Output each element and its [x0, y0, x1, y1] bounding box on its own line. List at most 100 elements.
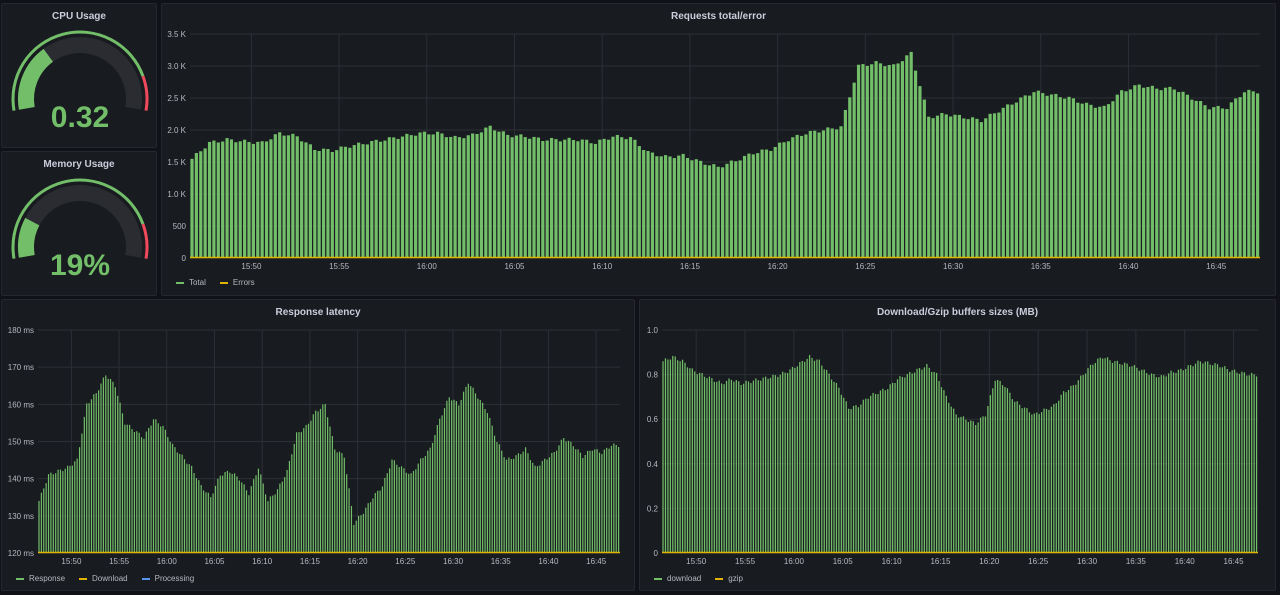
requests-x-tick: 16:05: [504, 262, 525, 271]
requests-panel[interactable]: Requests total/error 0 500 1.0 K 1.5 K 2.0 K…: [161, 3, 1276, 296]
requests-bar: [799, 135, 804, 258]
buffers-bar: [1084, 373, 1087, 553]
buffers-bar: [821, 365, 823, 553]
latency-bar: [102, 377, 104, 553]
buffers-x-tick: 15:55: [735, 557, 756, 566]
latency-bar: [467, 383, 469, 553]
latency-bar: [365, 507, 367, 553]
requests-legend-total[interactable]: Total: [176, 278, 206, 287]
buffers-bar: [1131, 366, 1133, 553]
buffers-bar: [984, 416, 987, 553]
latency-bar: [248, 495, 250, 553]
buffers-bar: [708, 376, 711, 553]
latency-bar: [112, 381, 114, 553]
latency-bar: [140, 437, 143, 553]
buffers-bar: [867, 398, 869, 553]
requests-bar: [321, 148, 326, 258]
buffers-legend-download[interactable]: download: [654, 574, 701, 583]
requests-bar: [856, 64, 861, 258]
requests-bar: [1216, 105, 1220, 259]
latency-bar: [386, 473, 388, 553]
memory-gauge-value: 19%: [50, 249, 110, 282]
requests-bar: [760, 149, 764, 258]
latency-bar: [286, 469, 288, 553]
cpu-gauge: 0.32: [11, 30, 149, 134]
requests-bar: [444, 137, 448, 258]
requests-bar: [624, 139, 628, 258]
latency-bar: [484, 409, 486, 553]
buffers-bar: [906, 373, 908, 553]
requests-bar: [567, 137, 571, 258]
buffers-bar: [1004, 386, 1006, 553]
latency-bar: [431, 442, 434, 553]
latency-bar: [346, 474, 348, 553]
latency-bar: [582, 458, 584, 553]
latency-bar: [503, 457, 505, 553]
latency-bar: [276, 489, 279, 553]
latency-bar: [353, 525, 355, 553]
buffers-bar: [1221, 367, 1224, 553]
latency-legend-download[interactable]: Download: [79, 574, 128, 583]
latency-bar: [565, 441, 567, 553]
latency-bar: [486, 413, 489, 553]
latency-y-tick: 160 ms: [8, 400, 34, 409]
buffers-bar: [760, 380, 762, 553]
buffers-bar: [843, 397, 845, 553]
latency-bar: [529, 460, 531, 553]
latency-legend-response[interactable]: Response: [16, 574, 65, 583]
buffers-legend-gzip[interactable]: gzip: [715, 574, 743, 583]
buffers-bar: [838, 387, 840, 553]
latency-bar: [555, 450, 558, 553]
buffers-bar: [808, 354, 811, 553]
buffers-panel[interactable]: Download/Gzip buffers sizes (MB) 0 0.2 0.4…: [639, 299, 1276, 591]
requests-bar: [918, 86, 922, 258]
requests-bar: [339, 146, 343, 258]
buffers-bar: [1255, 376, 1258, 553]
latency-legend-processing[interactable]: Processing: [141, 574, 194, 583]
requests-bar: [589, 143, 593, 258]
buffers-bar: [728, 378, 730, 553]
latency-bar: [152, 419, 155, 553]
requests-bar: [931, 118, 935, 258]
requests-bar: [821, 130, 826, 258]
requests-bar: [313, 150, 317, 258]
latency-bar: [253, 479, 255, 553]
requests-legend-errors[interactable]: Errors: [219, 278, 255, 287]
latency-bar: [121, 413, 124, 553]
latency-bar: [615, 444, 617, 553]
requests-bar: [593, 143, 598, 258]
requests-y-tick: 2.5 K: [167, 94, 186, 103]
buffers-bar: [703, 376, 706, 553]
requests-bar: [1185, 94, 1190, 259]
buffers-bar: [1163, 375, 1165, 553]
latency-bar: [293, 443, 295, 553]
requests-bar: [795, 134, 799, 258]
latency-bar: [398, 467, 400, 553]
latency-bar: [474, 393, 477, 553]
cpu-usage-panel[interactable]: CPU Usage 0.32: [1, 3, 157, 148]
latency-bar: [86, 403, 88, 553]
latency-bar: [579, 452, 582, 553]
requests-bar: [1111, 101, 1115, 259]
requests-x-tick: 16:25: [855, 262, 876, 271]
requests-bar: [944, 114, 948, 258]
latency-bar: [434, 434, 436, 553]
latency-bar: [202, 490, 205, 553]
buffers-bar: [772, 374, 774, 553]
latency-x-tick: 16:20: [348, 557, 369, 566]
requests-bar: [729, 160, 733, 258]
requests-bar: [1036, 90, 1040, 259]
requests-bar: [576, 141, 580, 258]
latency-bar: [541, 460, 543, 553]
buffers-bar: [845, 401, 847, 553]
requests-bar: [870, 64, 874, 258]
buffers-bar: [999, 380, 1001, 553]
requests-bar: [1251, 91, 1255, 258]
latency-bar: [183, 459, 186, 553]
memory-usage-panel[interactable]: Memory Usage 19%: [1, 151, 157, 296]
latency-panel[interactable]: Response latency 120 ms 130 ms 140 ms 150 m…: [1, 299, 635, 591]
requests-bar: [1172, 89, 1176, 258]
requests-y-tick: 2.0 K: [167, 126, 186, 135]
buffers-bar: [686, 367, 689, 553]
latency-bar: [546, 459, 548, 553]
